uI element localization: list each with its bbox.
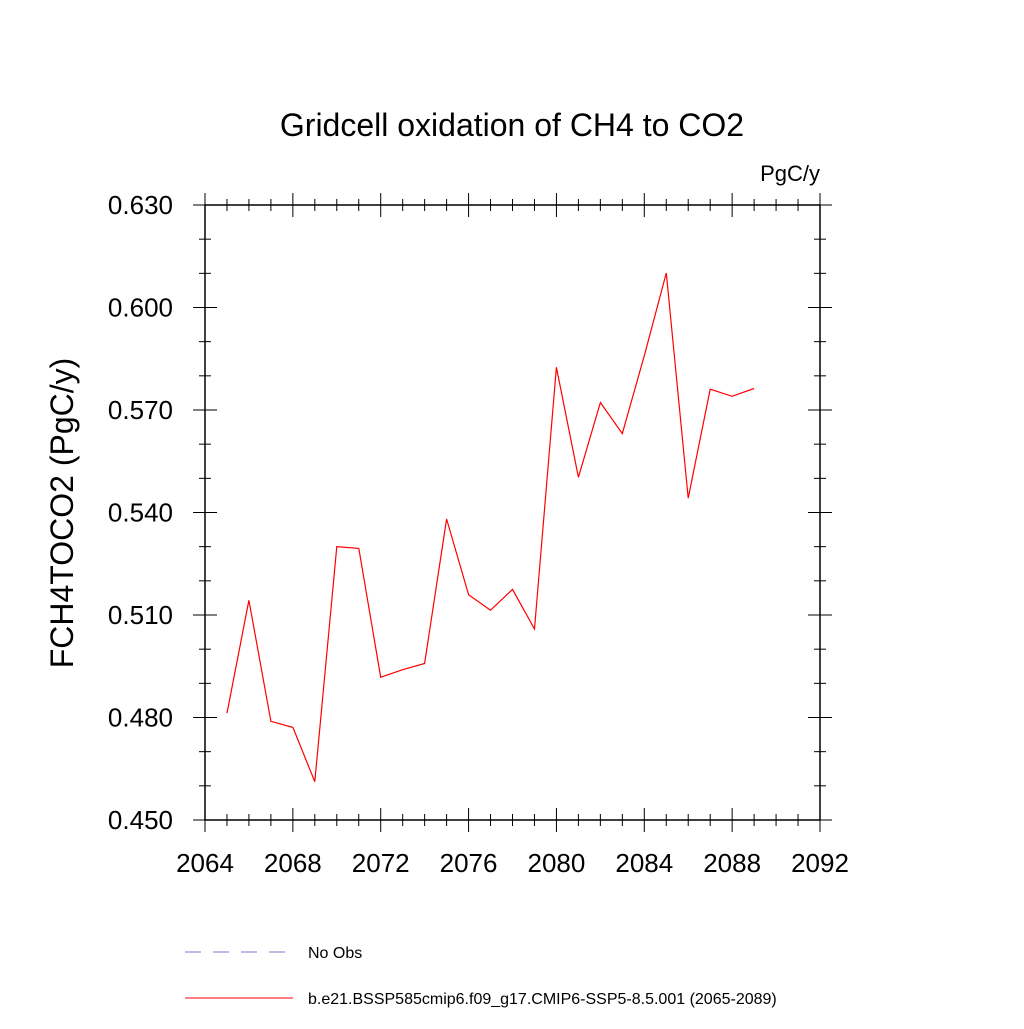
y-axis-label: FCH4TOCO2 (PgC/y) [44,358,80,669]
x-tick-label: 2084 [615,848,673,878]
chart-title: Gridcell oxidation of CH4 to CO2 [280,107,744,143]
legend: No Obs b.e21.BSSP585cmip6.f09_g17.CMIP6-S… [185,945,777,1008]
y-tick-label: 0.480 [108,703,173,733]
legend-label: b.e21.BSSP585cmip6.f09_g17.CMIP6-SSP5-8.… [308,991,777,1008]
x-tick-label: 2092 [791,848,849,878]
x-tick-label: 2068 [264,848,322,878]
y-tick-label: 0.450 [108,805,173,835]
x-tick-label: 2080 [528,848,586,878]
y-tick-label: 0.570 [108,395,173,425]
plot-frame [204,204,821,821]
units-label: PgC/y [760,161,820,186]
y-tick-label: 0.630 [108,190,173,220]
x-tick-label: 2072 [352,848,410,878]
x-tick-label: 2064 [176,848,234,878]
y-tick-label: 0.510 [108,600,173,630]
y-tick-label: 0.540 [108,498,173,528]
x-tick-label: 2088 [703,848,761,878]
series-line [226,272,755,782]
series-layer [226,272,755,782]
y-tick-label: 0.600 [108,293,173,323]
axes-layer: 2064 2068 2072 2076 2080 2084 2088 2092 0.450 0.4… [108,190,849,878]
x-tick-label: 2076 [440,848,498,878]
legend-label: No Obs [308,945,362,962]
